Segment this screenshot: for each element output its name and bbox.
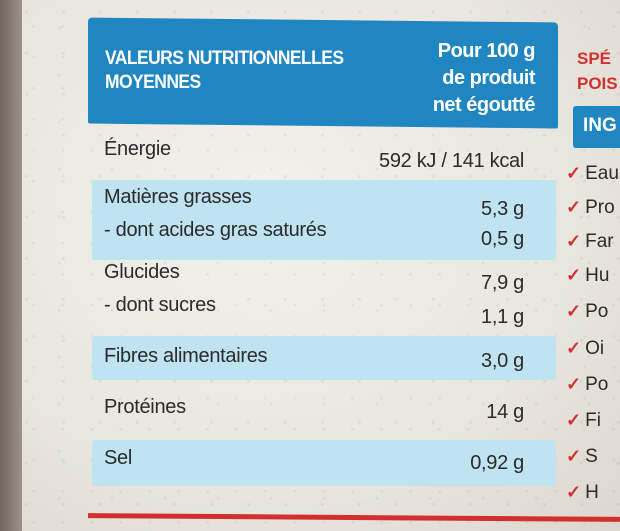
nutrition-header-per-100g: Pour 100 g de produit net égoutté [385,38,536,119]
header-per-line: de produit [442,67,535,89]
ingredient-text: Po [585,374,609,395]
row-value-matieres-grasses: 5,3 g [481,198,524,220]
right-column-title: SPÉ POIS [577,46,618,96]
ingredient-text: Far [585,231,614,252]
ingredient-text: H [585,482,599,503]
row-value-sel: 0,92 g [470,452,524,474]
ingredient-item: ✓ Eau [566,163,619,185]
row-label-sel: Sel [104,447,133,469]
row-label-energie: Énergie [104,138,171,160]
header-title-line: VALEURS NUTRITIONNELLES [105,48,344,69]
ingredient-item: ✓ S [566,446,598,468]
ingredient-item: ✓ Hu [566,265,609,287]
row-label-sucres: - dont sucres [104,294,216,316]
ingredient-item: ✓ Far [566,231,614,253]
ingredient-text: Fi [585,410,601,431]
row-band-fats [92,180,556,260]
row-value-proteines: 14 g [486,401,524,423]
checkmark-icon: ✓ [566,338,582,358]
row-value-fibres: 3,0 g [481,350,524,372]
header-per-line: net égoutté [432,94,536,116]
nutrition-header-title: VALEURS NUTRITIONNELLES MOYENNES [105,47,344,95]
checkmark-icon: ✓ [566,410,582,430]
checkmark-icon: ✓ [566,197,582,217]
ingredient-text: Pro [585,197,615,218]
ingredient-item: ✓ Po [566,374,608,396]
ingredient-item: ✓ H [566,482,599,504]
checkmark-icon: ✓ [566,482,582,502]
checkmark-icon: ✓ [566,231,582,251]
row-label-matieres-grasses: Matières grasses [104,186,252,208]
row-value-acides-gras-satures: 0,5 g [481,228,524,250]
ingredient-item: ✓ Oi [566,338,604,360]
row-label-glucides: Glucides [104,261,180,283]
ingredient-item: ✓ Po [566,301,608,323]
ingredient-item: ✓ Pro [566,197,615,219]
header-title-line: MOYENNES [105,72,201,93]
row-band-salt [92,440,556,486]
ingredient-text: Po [585,301,609,322]
right-title-line: POIS [577,74,618,93]
row-label-proteines: Protéines [104,396,186,418]
checkmark-icon: ✓ [566,265,582,285]
ingredient-text: Oi [585,338,605,359]
ingredient-item: ✓ Fi [566,410,601,432]
ingredient-text: S [585,446,598,467]
row-value-glucides: 7,9 g [481,272,524,294]
ingredients-header-tab [573,106,620,148]
right-title-line: SPÉ [577,49,612,68]
row-label-fibres: Fibres alimentaires [104,345,268,367]
row-label-acides-gras-satures: - dont acides gras saturés [104,219,327,241]
row-value-sucres: 1,1 g [481,306,524,328]
checkmark-icon: ✓ [566,374,582,394]
ingredient-text: Eau [585,163,619,184]
checkmark-icon: ✓ [566,163,582,183]
header-per-line: Pour 100 g [437,40,536,62]
row-band-fibres [92,336,556,380]
row-value-energie: 592 kJ / 141 kcal [379,150,524,172]
checkmark-icon: ✓ [566,446,582,466]
checkmark-icon: ✓ [566,301,582,321]
ingredients-label: ING [583,115,617,136]
ingredient-text: Hu [585,265,610,286]
